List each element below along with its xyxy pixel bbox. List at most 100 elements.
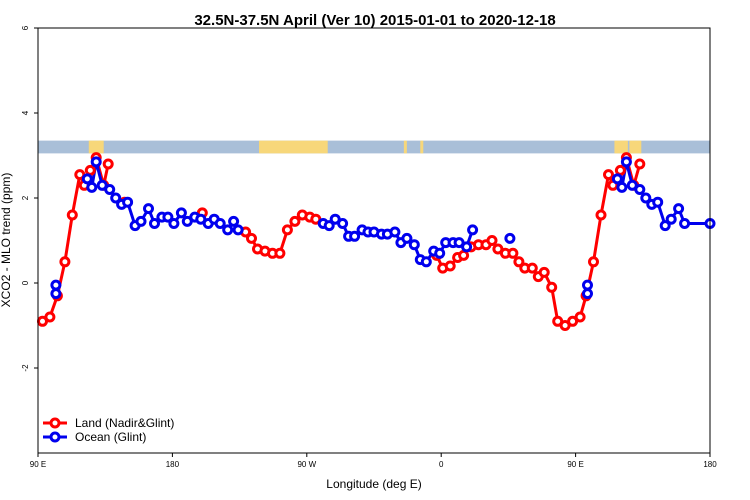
ocean-data-point (323, 220, 335, 232)
land-region (420, 140, 424, 154)
land-strip (38, 140, 710, 154)
land-data-point (486, 235, 498, 246)
x-tick-label: 180 (166, 460, 180, 469)
land-data-point (444, 260, 456, 272)
land-region (88, 140, 101, 154)
land-data-point (513, 256, 525, 268)
ocean-data-point (143, 203, 154, 215)
ocean-data-point (81, 173, 93, 185)
ocean-data-point (181, 215, 193, 227)
ocean-data-point (408, 239, 420, 251)
land-data-point (59, 256, 71, 268)
land-data-point (595, 209, 607, 221)
land-region (629, 140, 642, 154)
land-data-point (281, 224, 293, 236)
land-data-point (574, 311, 586, 323)
plot-frame (37, 27, 711, 454)
land-data-point (603, 169, 614, 181)
land-data-point (66, 209, 78, 221)
ocean-data-point (50, 279, 62, 291)
ocean-data-point (110, 192, 122, 204)
x-tick-label: 90 E (567, 460, 583, 469)
land-region (403, 140, 407, 154)
y-tick-label: 2 (21, 195, 30, 200)
ocean-data-point (582, 288, 593, 300)
land-data-point (567, 315, 579, 327)
ocean-data-point (349, 230, 361, 242)
land-data-point (507, 247, 519, 259)
ocean-data-point (634, 184, 646, 195)
ocean-data-point (401, 232, 413, 244)
land-data-point (246, 232, 257, 244)
ocean-data-point (228, 215, 240, 227)
y-axis-label: XCO2 - MLO trend (ppm) (0, 173, 13, 308)
legend-marker (49, 417, 61, 429)
x-tick-label: 90 E (30, 460, 46, 469)
land-data-point (458, 249, 470, 261)
ocean-data-point (679, 218, 691, 229)
ocean-data-point (640, 192, 652, 204)
ocean-data-point (665, 213, 677, 225)
y-tick-label: -2 (21, 364, 30, 372)
ocean-data-point (122, 196, 134, 208)
ocean-data-point (453, 237, 465, 249)
land-data-point (492, 243, 504, 255)
legend-label: Ocean (Glint) (75, 430, 146, 444)
land-data-point (634, 158, 646, 170)
land-data-point (274, 247, 286, 259)
ocean-data-point (222, 224, 234, 236)
ocean-data-point (214, 218, 226, 229)
y-axis: -2 0 2 4 6 (21, 25, 38, 372)
land-data-point (289, 215, 301, 227)
ocean-data-point (232, 224, 244, 236)
ocean-data-point (582, 279, 593, 291)
ocean-data-point (90, 156, 102, 168)
ocean-data-point (337, 218, 349, 229)
land-data-point (538, 266, 550, 278)
legend-label: Land (Nadir&Glint) (75, 416, 174, 430)
land-data-point (546, 281, 558, 293)
y-tick-label: 4 (21, 110, 30, 115)
y-tick-label: 0 (21, 280, 30, 285)
ocean-strip (38, 140, 710, 154)
land-data-point (614, 164, 626, 176)
x-tick-label: 180 (703, 460, 717, 469)
ocean-data-point (168, 218, 180, 229)
x-tick-label: 90 W (297, 460, 316, 469)
land-region (259, 140, 328, 154)
ocean-data-point (616, 181, 628, 193)
x-axis-label: Longitude (deg E) (326, 477, 421, 491)
y-tick-label: 6 (21, 25, 30, 30)
ocean-data-point (504, 232, 516, 244)
ocean-data-point (620, 156, 632, 168)
land-region (614, 140, 628, 154)
ocean-data-point (135, 215, 147, 227)
chart-title: 32.5N-37.5N April (Ver 10) 2015-01-01 to… (194, 12, 555, 29)
ocean-data-point (467, 224, 479, 236)
legend-marker (49, 431, 61, 443)
ocean-data-point (659, 220, 671, 232)
x-tick-label: 0 (439, 460, 444, 469)
ocean-data-point (175, 207, 187, 219)
land-data-point (44, 311, 56, 323)
land-data-point (84, 164, 96, 176)
ocean-data-point (86, 181, 98, 193)
ocean-data-point (162, 211, 174, 223)
ocean-data-point (434, 247, 446, 259)
land-data-point (526, 262, 538, 274)
ocean-data-point (149, 218, 160, 229)
ocean-data-point (104, 184, 116, 195)
land-region (99, 140, 104, 154)
ocean-data-point (389, 226, 401, 238)
x-axis: 90 E 180 90 W 0 90 E 180 (30, 453, 717, 469)
ocean-data-point (461, 241, 473, 253)
series-points (37, 152, 716, 331)
land-data-point (74, 169, 86, 181)
ocean-data-point (420, 256, 432, 268)
ocean-data-point (673, 203, 685, 215)
land-data-point (588, 256, 599, 268)
legend: Land (Nadir&Glint)Ocean (Glint) (43, 416, 174, 444)
ocean-data-point (611, 173, 623, 185)
land-data-point (102, 158, 114, 170)
